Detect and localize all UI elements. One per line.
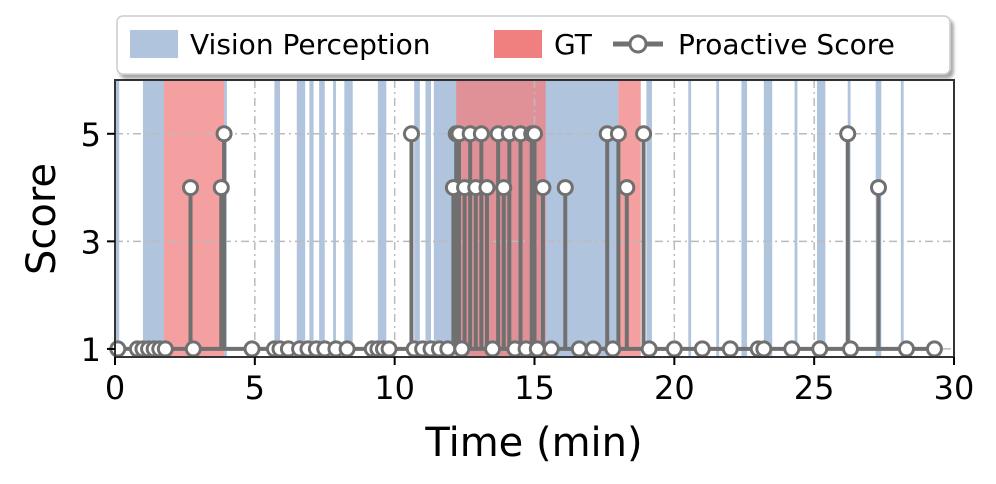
score-point-8 (184, 340, 202, 358)
vision-span-10 (414, 80, 420, 357)
score-point-59 (635, 125, 653, 143)
vision-span-11 (425, 80, 432, 357)
x-tick-label-6: 30 (934, 369, 975, 407)
score-point-53 (570, 340, 588, 358)
gt-span-0 (163, 80, 225, 357)
y-ticks: 1 3 5 (81, 116, 115, 369)
score-point-52 (556, 179, 574, 197)
vision-span-1 (142, 80, 164, 357)
legend-swatch-vision (130, 30, 178, 58)
score-point-11 (243, 340, 261, 358)
score-point-50 (534, 179, 552, 197)
vision-span-17 (763, 80, 773, 357)
score-point-72 (925, 340, 943, 358)
score-point-48 (526, 125, 543, 143)
x-tick-label-1: 5 (245, 369, 265, 407)
score-point-42 (495, 179, 513, 197)
score-point-24 (380, 340, 398, 358)
score-point-6 (156, 340, 174, 358)
vision-span-9 (377, 80, 387, 357)
score-point-30 (439, 340, 457, 358)
score-point-67 (811, 340, 829, 358)
legend: Vision Perception GT Proactive Score (116, 15, 951, 75)
score-point-61 (665, 340, 683, 358)
score-point-56 (604, 340, 622, 358)
score-point-57 (609, 125, 627, 143)
score-point-63 (721, 340, 739, 358)
score-point-62 (693, 340, 711, 358)
score-point-20 (338, 340, 356, 358)
score-point-51 (542, 340, 560, 358)
score-point-40 (484, 340, 502, 358)
score-point-38 (472, 125, 490, 143)
x-tick-label-0: 0 (105, 369, 125, 407)
score-point-7 (182, 179, 200, 197)
y-tick-label-1: 3 (81, 223, 101, 261)
score-point-70 (869, 179, 887, 197)
score-point-54 (584, 340, 602, 358)
legend-swatch-score-marker (628, 34, 648, 54)
score-point-58 (618, 179, 636, 197)
score-point-71 (897, 340, 915, 358)
legend-label-vision: Vision Perception (190, 28, 431, 61)
score-point-65 (755, 340, 773, 358)
score-point-60 (640, 340, 658, 358)
vision-span-3 (274, 80, 281, 357)
score-point-49 (528, 340, 546, 358)
vision-span-13 (646, 80, 652, 357)
vision-span-7 (333, 80, 336, 357)
score-point-9 (212, 179, 230, 197)
y-tick-label-0: 1 (81, 331, 101, 369)
vision-span-5 (309, 80, 314, 357)
vision-span-0 (115, 80, 120, 357)
vision-span-14 (688, 80, 692, 357)
vision-span-22 (900, 80, 904, 357)
vision-span-16 (741, 80, 748, 357)
x-ticks: 0 5 10 15 20 25 30 (105, 357, 975, 407)
vision-span-6 (319, 80, 325, 357)
x-tick-label-5: 25 (794, 369, 835, 407)
x-axis-title: Time (min) (424, 420, 642, 466)
score-point-39 (478, 179, 496, 197)
score-point-25 (402, 125, 420, 143)
x-tick-label-2: 10 (374, 369, 415, 407)
legend-swatch-gt (494, 30, 542, 58)
vision-span-19 (816, 80, 826, 357)
x-tick-label-4: 20 (654, 369, 695, 407)
y-axis-title: Score (19, 163, 65, 275)
gt-span-2 (618, 80, 641, 357)
legend-label-score: Proactive Score (678, 28, 895, 61)
vision-span-18 (794, 80, 798, 357)
score-point-66 (783, 340, 801, 358)
vision-span-4 (296, 80, 306, 357)
score-markers (109, 125, 943, 358)
y-tick-label-2: 5 (81, 116, 101, 154)
vision-span-8 (344, 80, 353, 357)
score-point-69 (842, 340, 860, 358)
score-point-10 (215, 125, 233, 143)
vision-span-15 (716, 80, 720, 357)
legend-label-gt: GT (554, 28, 593, 61)
score-point-68 (839, 125, 857, 143)
score-point-34 (453, 340, 471, 358)
x-tick-label-3: 15 (514, 369, 555, 407)
